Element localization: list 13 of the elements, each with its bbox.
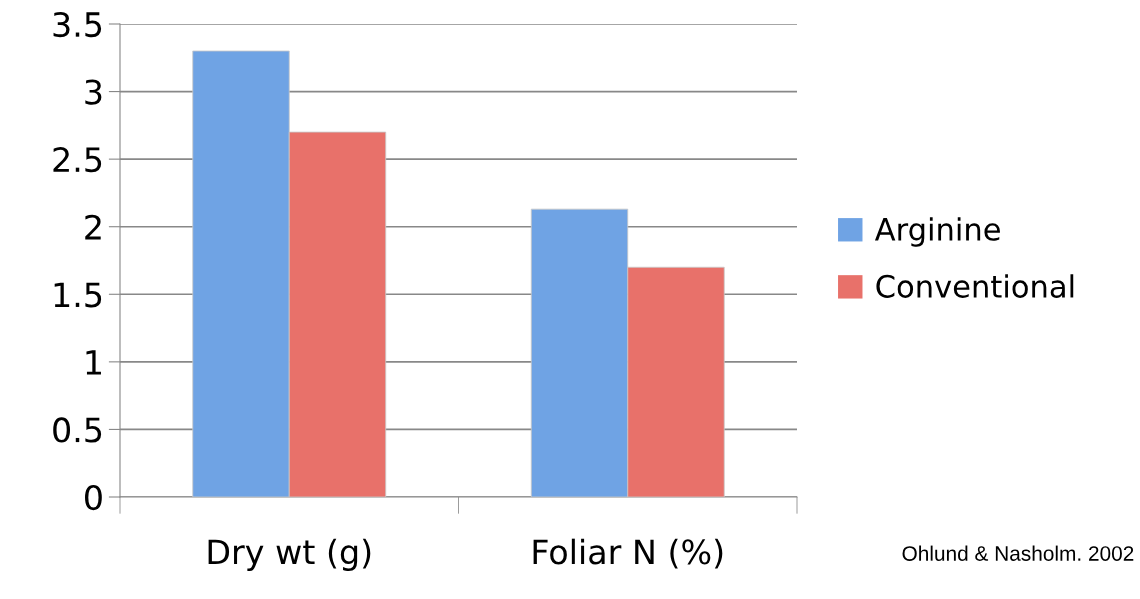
x-tick-label: Dry wt (g) — [208, 538, 371, 571]
y-tick-label: 1 — [86, 350, 101, 375]
y-tick-label: 2.5 — [53, 147, 102, 173]
y-tick-label: 0 — [85, 484, 102, 511]
y-tick-label: 3.5 — [53, 11, 102, 38]
y-tick-label: 1.5 — [54, 282, 102, 308]
legend-label: Conventional — [876, 274, 1074, 298]
y-tick-label: 3 — [85, 79, 102, 105]
y-tick-label: 0.5 — [53, 417, 102, 443]
x-tick-label: Foliar N (%) — [533, 538, 723, 569]
text: Ohlund & Nasholm. 2002 — [902, 545, 1134, 561]
y-tick-label: 2 — [85, 214, 101, 240]
legend-label: Arginine — [874, 217, 1000, 247]
